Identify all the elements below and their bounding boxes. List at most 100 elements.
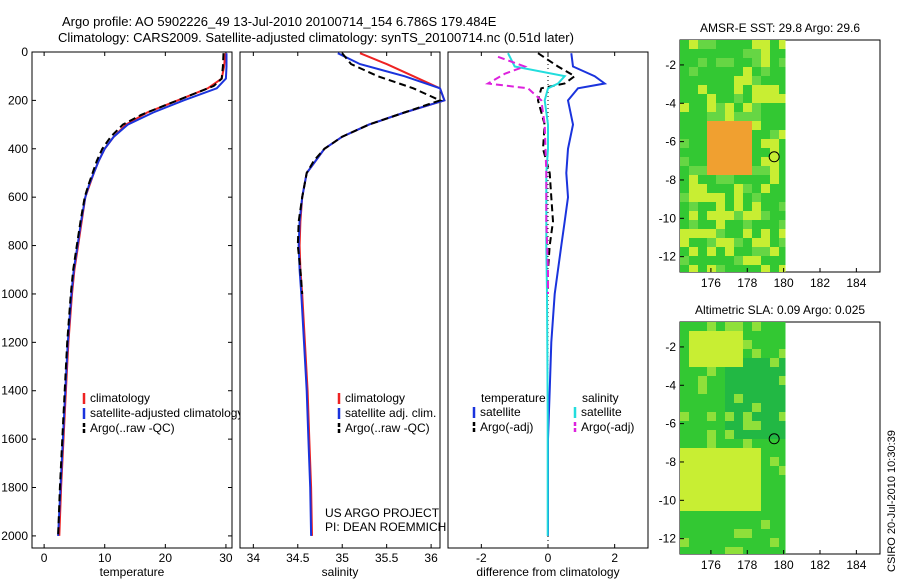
sst_map-cell (770, 166, 779, 175)
sla_map-cell (770, 457, 779, 466)
sst_map-cell (716, 175, 725, 184)
sla_map-cell (770, 475, 779, 484)
sla_map-cell (689, 358, 698, 367)
sla_map-cell (761, 547, 770, 554)
sst_map-cell (770, 103, 779, 112)
sst_map-cell (734, 202, 743, 211)
sla_map-cell (770, 340, 779, 349)
sst_map-cell (689, 67, 698, 76)
sla_map-cell (689, 520, 698, 529)
sst_map-cell (698, 112, 707, 121)
sla_map-cell (734, 466, 743, 475)
sst_map-cell (734, 238, 743, 247)
sla_map-cell (743, 502, 752, 511)
sla_map-cell (761, 376, 770, 385)
sla_map-cell (698, 322, 707, 331)
sla_map-cell (689, 430, 698, 439)
sla_map-cell (689, 466, 698, 475)
sst_map-cell (734, 67, 743, 76)
sla_map-cell (707, 367, 716, 376)
sst_map-cell (698, 139, 707, 148)
sst_map-cell (698, 193, 707, 202)
sst_map-cell (779, 229, 786, 238)
sst_map-cell (752, 85, 761, 94)
sla_map-cell (707, 358, 716, 367)
sla_map-cell (680, 502, 689, 511)
sst_map-cell (761, 211, 770, 220)
sst_map-xtick-label: 176 (701, 276, 721, 290)
difference-xtick-label: 2 (611, 551, 618, 565)
sst_map-cell (707, 40, 716, 49)
difference-series-temperature-argo-adj- (536, 52, 577, 294)
sst_map-cell (725, 184, 734, 193)
sla_map-cell (752, 475, 761, 484)
sst_map-cell (725, 238, 734, 247)
sla_map-ytick-label: -10 (659, 493, 677, 507)
sst_map-cell (680, 184, 689, 193)
sst_map-cell (689, 193, 698, 202)
sla_map-cell (707, 502, 716, 511)
sst_map-cell (716, 211, 725, 220)
sla_map-cell (698, 439, 707, 448)
sla_map-cell (770, 376, 779, 385)
sst_map-title: AMSR-E SST: 29.8 Argo: 29.6 (700, 21, 860, 35)
sla_map-cell (734, 358, 743, 367)
sst_map-cell (725, 157, 734, 166)
sla_map-cell (752, 430, 761, 439)
sla_map-cell (743, 331, 752, 340)
sla_map-cell (743, 538, 752, 547)
temperature-ytick-label: 200 (8, 93, 28, 107)
sst_map-cell (734, 193, 743, 202)
sla_map-cell (770, 529, 779, 538)
temperature-xlabel: temperature (100, 565, 165, 579)
sla_map-cell (680, 394, 689, 403)
sla_map-cell (761, 466, 770, 475)
sst_map-cell (752, 58, 761, 67)
sla_map-cell (770, 493, 779, 502)
difference-legend-sal-satellite-label: satellite (581, 405, 622, 419)
sla_map-cell (698, 511, 707, 520)
sst_map-cell (770, 238, 779, 247)
sst_map-cell (725, 139, 734, 148)
sst_map-cell (707, 58, 716, 67)
sst_map-cell (743, 139, 752, 148)
sla_map-cell (698, 547, 707, 554)
sla_map-cell (761, 457, 770, 466)
sla_map-cell (770, 448, 779, 457)
sla_map-cell (725, 430, 734, 439)
sla_map-cell (716, 502, 725, 511)
sla_map-cell (761, 484, 770, 493)
sla_map-cell (689, 412, 698, 421)
sst_map-cell (689, 265, 698, 272)
sst_map-cell (743, 184, 752, 193)
sla_map-cell (689, 331, 698, 340)
sst_map-cell (716, 139, 725, 148)
sst_map-cell (770, 175, 779, 184)
temperature-ytick-label: 1000 (1, 287, 28, 301)
sst_map-cell (698, 220, 707, 229)
sst_map-cell (716, 85, 725, 94)
sla_map-cell (761, 421, 770, 430)
sla_map-cell (707, 520, 716, 529)
sst_map-cell (761, 49, 770, 58)
sst_map-cell (734, 76, 743, 85)
sla_map-cell (707, 349, 716, 358)
sst_map-cell (770, 193, 779, 202)
sla_map-cell (770, 394, 779, 403)
difference-xtick-label: -2 (476, 551, 487, 565)
sla_map-cell (761, 475, 770, 484)
sst_map-cell (752, 121, 761, 130)
sst_map-cell (680, 40, 689, 49)
salinity-axes-box (239, 51, 441, 549)
sla_map-cell (743, 421, 752, 430)
sst_map-cell (698, 166, 707, 175)
sla_map-cell (725, 502, 734, 511)
sla_map-cell (752, 466, 761, 475)
sst_map-cell (734, 265, 743, 272)
sst_map-cell (680, 229, 689, 238)
sla_map-cell (761, 367, 770, 376)
sla_map-cell (698, 340, 707, 349)
sst_map-cell (770, 148, 779, 157)
sst_map-cell (743, 130, 752, 139)
sla_map-cell (752, 484, 761, 493)
